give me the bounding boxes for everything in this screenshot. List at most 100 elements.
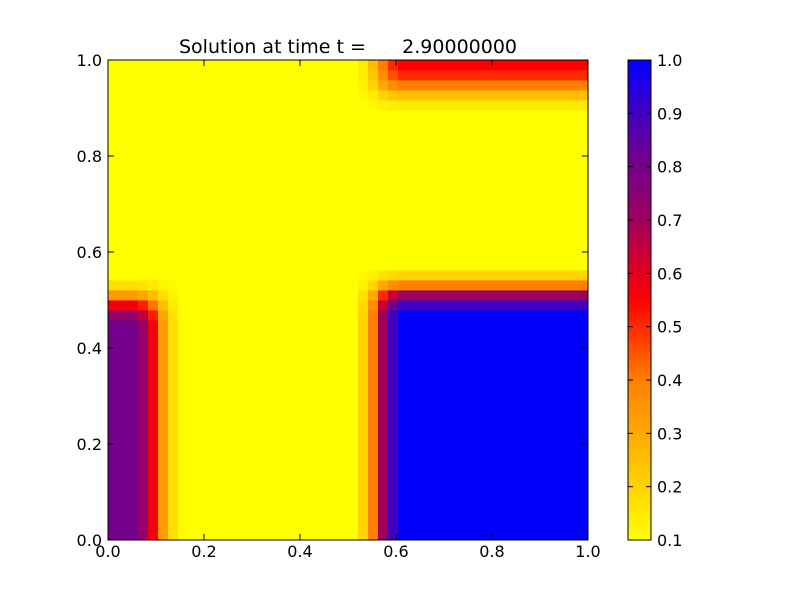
- heatmap-cell: [368, 260, 379, 271]
- heatmap-cell: [148, 410, 159, 421]
- heatmap-cell: [358, 410, 369, 421]
- heatmap-cell: [378, 430, 389, 441]
- heatmap-cell: [308, 350, 319, 361]
- heatmap-cell: [358, 370, 369, 381]
- heatmap-cell: [518, 290, 529, 301]
- heatmap-cell: [218, 490, 229, 501]
- heatmap-cell: [548, 70, 559, 81]
- heatmap-cell: [348, 360, 359, 371]
- heatmap-cell: [548, 230, 559, 241]
- heatmap-cell: [178, 430, 189, 441]
- heatmap-cell: [568, 390, 579, 401]
- heatmap-cell: [268, 280, 279, 291]
- heatmap-cell: [448, 270, 459, 281]
- heatmap-cell: [228, 260, 239, 271]
- heatmap-cell: [378, 520, 389, 531]
- heatmap-cell: [478, 220, 489, 231]
- heatmap-cell: [218, 230, 229, 241]
- heatmap-cell: [368, 480, 379, 491]
- heatmap-cell: [488, 330, 499, 341]
- heatmap-cell: [368, 450, 379, 461]
- heatmap-cell: [368, 460, 379, 471]
- heatmap-cell: [208, 370, 219, 381]
- heatmap-cell: [198, 510, 209, 521]
- heatmap-cell: [258, 330, 269, 341]
- heatmap-cell: [248, 520, 259, 531]
- heatmap-cell: [218, 290, 229, 301]
- heatmap-cell: [488, 310, 499, 321]
- heatmap-cell: [328, 100, 339, 111]
- heatmap-cell: [108, 420, 119, 431]
- heatmap-cell: [298, 420, 309, 431]
- heatmap-cell: [108, 260, 119, 271]
- heatmap-cell: [548, 410, 559, 421]
- heatmap-cell: [148, 260, 159, 271]
- heatmap-cell: [278, 440, 289, 451]
- heatmap-cell: [158, 310, 169, 321]
- heatmap-cell: [548, 60, 559, 71]
- heatmap-cell: [498, 510, 509, 521]
- heatmap-cell: [578, 120, 589, 131]
- heatmap-cell: [498, 390, 509, 401]
- heatmap-cell: [398, 410, 409, 421]
- heatmap-cell: [128, 290, 139, 301]
- heatmap-cell: [518, 380, 529, 391]
- heatmap-cell: [168, 460, 179, 471]
- heatmap-cell: [378, 140, 389, 151]
- heatmap-cell: [558, 270, 569, 281]
- heatmap-cell: [268, 440, 279, 451]
- heatmap-cell: [108, 370, 119, 381]
- heatmap-cell: [358, 350, 369, 361]
- heatmap-cell: [108, 100, 119, 111]
- heatmap-cell: [498, 210, 509, 221]
- heatmap-cell: [198, 60, 209, 71]
- heatmap-cell: [448, 240, 459, 251]
- heatmap-cell: [318, 180, 329, 191]
- heatmap-cell: [118, 340, 129, 351]
- colorbar-tick-label: 0.4: [657, 371, 682, 390]
- heatmap-cell: [328, 390, 339, 401]
- heatmap-cell: [168, 370, 179, 381]
- heatmap-cell: [458, 440, 469, 451]
- heatmap-cell: [198, 170, 209, 181]
- heatmap-cell: [408, 330, 419, 341]
- heatmap-cell: [568, 530, 579, 541]
- heatmap-cell: [578, 400, 589, 411]
- heatmap-cell: [148, 480, 159, 491]
- heatmap-cell: [478, 300, 489, 311]
- heatmap-cell: [398, 70, 409, 81]
- heatmap-cell: [578, 380, 589, 391]
- heatmap-cell: [138, 120, 149, 131]
- heatmap-cell: [158, 470, 169, 481]
- heatmap-cell: [108, 280, 119, 291]
- heatmap-cell: [278, 420, 289, 431]
- heatmap-cell: [238, 100, 249, 111]
- heatmap-cell: [518, 420, 529, 431]
- heatmap-cell: [148, 280, 159, 291]
- heatmap-cell: [108, 60, 119, 71]
- heatmap-cell: [388, 90, 399, 101]
- heatmap-cell: [538, 480, 549, 491]
- heatmap-cell: [168, 220, 179, 231]
- heatmap-cell: [328, 310, 339, 321]
- heatmap-cell: [278, 300, 289, 311]
- heatmap-cell: [338, 120, 349, 131]
- heatmap-cell: [298, 350, 309, 361]
- heatmap-cell: [168, 310, 179, 321]
- heatmap-cell: [258, 390, 269, 401]
- heatmap-cell: [508, 150, 519, 161]
- heatmap-cell: [498, 180, 509, 191]
- heatmap-cell: [438, 370, 449, 381]
- heatmap-cell: [268, 390, 279, 401]
- heatmap-cell: [408, 100, 419, 111]
- heatmap-cell: [188, 70, 199, 81]
- heatmap-cells: [108, 60, 589, 541]
- heatmap-cell: [428, 120, 439, 131]
- heatmap-cell: [318, 290, 329, 301]
- heatmap-cell: [298, 410, 309, 421]
- heatmap-cell: [418, 190, 429, 201]
- heatmap-cell: [148, 530, 159, 541]
- heatmap-cell: [478, 480, 489, 491]
- heatmap-cell: [508, 110, 519, 121]
- heatmap-cell: [458, 200, 469, 211]
